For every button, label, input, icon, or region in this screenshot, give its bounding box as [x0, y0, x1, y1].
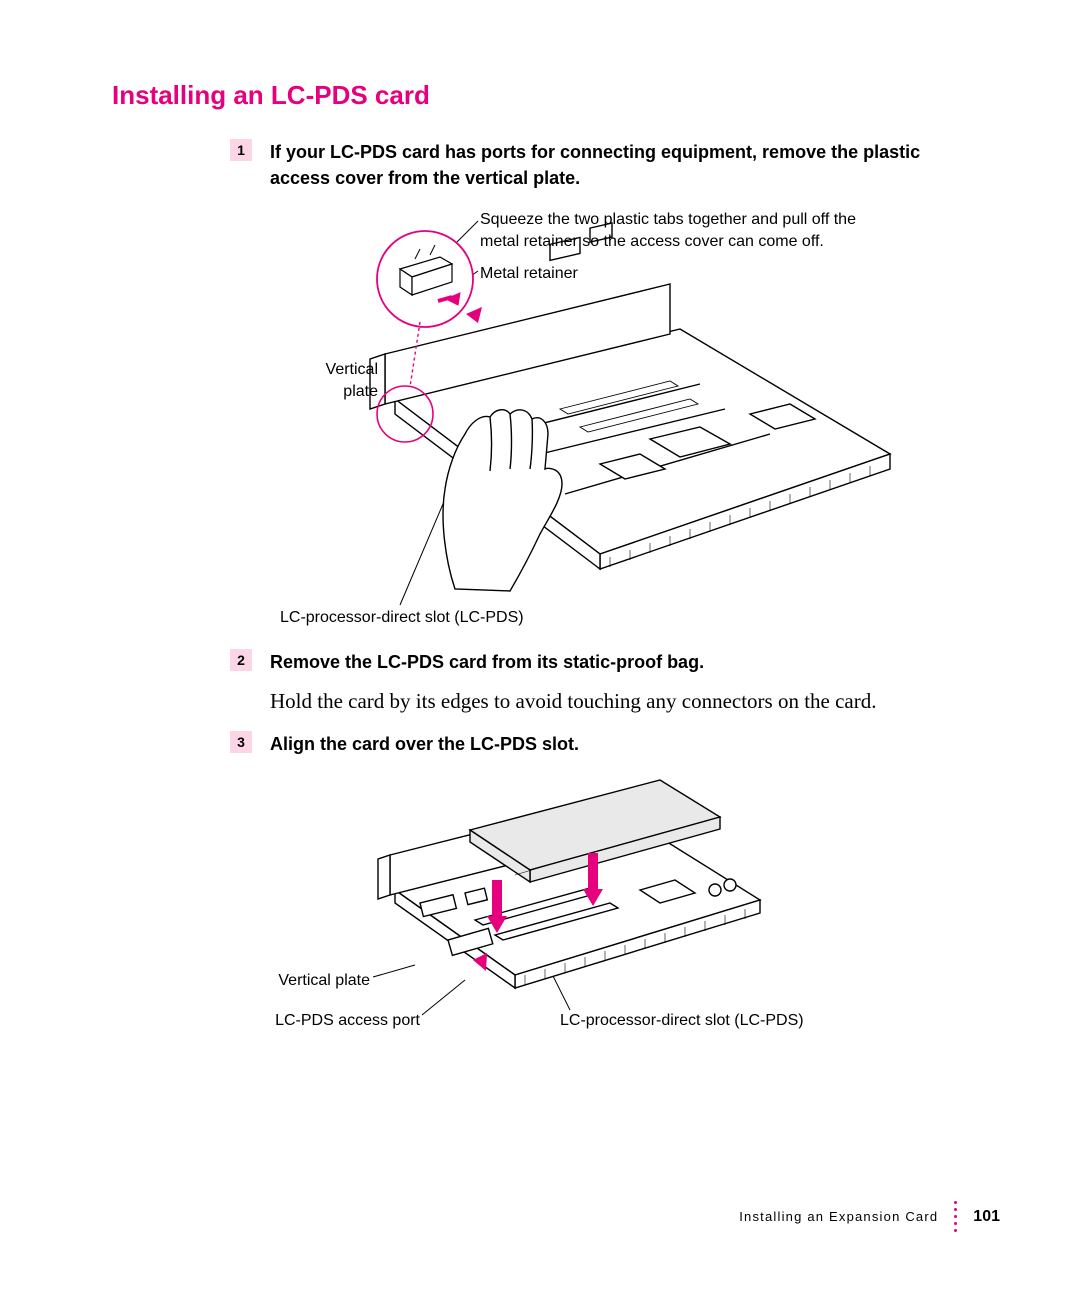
footer-dots-icon: [954, 1201, 957, 1232]
callout-access-port: LC-PDS access port: [270, 1010, 420, 1032]
callout-vertical-plate: Vertical plate: [288, 359, 378, 402]
footer-section: Installing an Expansion Card: [739, 1209, 938, 1224]
figure-1: Squeeze the two plastic tabs together an…: [270, 209, 910, 629]
callout-vertical-plate-2: Vertical plate: [270, 970, 370, 992]
figure-2: Vertical plate LC-PDS access port LC-pro…: [270, 775, 910, 1055]
step-text: Align the card over the LC-PDS slot.: [270, 731, 1000, 757]
step-number: 1: [230, 139, 252, 161]
callout-lcpds-slot-2: LC-processor-direct slot (LC-PDS): [560, 1010, 804, 1032]
page-title: Installing an LC-PDS card: [112, 80, 1000, 111]
callout-lcpds-slot: LC-processor-direct slot (LC-PDS): [280, 607, 524, 629]
page-footer: Installing an Expansion Card 101: [739, 1201, 1000, 1232]
step-text: Remove the LC-PDS card from its static-p…: [270, 649, 1000, 675]
callout-squeeze: Squeeze the two plastic tabs together an…: [480, 209, 890, 252]
step-number: 2: [230, 649, 252, 671]
step-text: If your LC-PDS card has ports for connec…: [270, 139, 1000, 191]
page-number: 101: [973, 1208, 1000, 1226]
step-1: 1 If your LC-PDS card has ports for conn…: [112, 139, 1000, 191]
step-3: 3 Align the card over the LC-PDS slot.: [112, 731, 1000, 757]
callout-metal-retainer: Metal retainer: [480, 263, 578, 285]
step-2: 2 Remove the LC-PDS card from its static…: [112, 649, 1000, 675]
step-2-body: Hold the card by its edges to avoid touc…: [270, 687, 1000, 716]
step-number: 3: [230, 731, 252, 753]
